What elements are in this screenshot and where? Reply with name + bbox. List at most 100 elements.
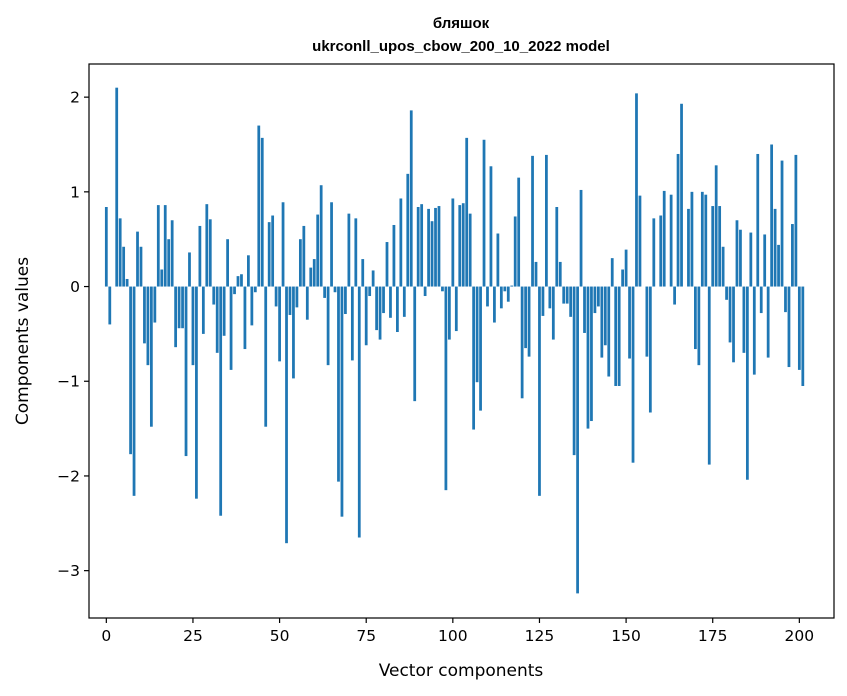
bar-81 bbox=[385, 242, 389, 287]
bar-193 bbox=[773, 208, 777, 287]
bar-161 bbox=[662, 190, 666, 287]
bar-192 bbox=[770, 144, 774, 287]
y-tick-label-4: 1 bbox=[70, 183, 80, 201]
bar-108 bbox=[479, 286, 482, 411]
bar-84 bbox=[396, 286, 399, 333]
bar-121 bbox=[524, 286, 527, 349]
bar-73 bbox=[357, 286, 361, 538]
x-tick-label-5: 125 bbox=[525, 627, 555, 645]
bar-47 bbox=[267, 222, 271, 287]
bar-194 bbox=[777, 244, 780, 287]
bar-190 bbox=[763, 234, 767, 287]
bar-28 bbox=[201, 286, 205, 334]
bar-76 bbox=[368, 286, 372, 297]
bar-20 bbox=[174, 286, 178, 348]
bar-69 bbox=[344, 286, 347, 315]
bar-136 bbox=[576, 286, 579, 594]
bar-168 bbox=[687, 208, 690, 287]
bar-134 bbox=[569, 286, 573, 317]
bar-122 bbox=[527, 286, 531, 357]
bar-18 bbox=[167, 239, 171, 287]
bar-186 bbox=[749, 232, 753, 287]
bar-169 bbox=[690, 191, 694, 287]
bar-83 bbox=[392, 224, 396, 287]
bar-30 bbox=[208, 219, 212, 287]
x-axis-ticks: 0 25 50 75 100 125 150 175 200 bbox=[101, 618, 814, 645]
bar-52 bbox=[285, 286, 288, 544]
bar-62 bbox=[319, 185, 323, 287]
bar-117 bbox=[510, 285, 514, 287]
bar-200 bbox=[797, 286, 801, 370]
bar-72 bbox=[354, 218, 358, 287]
bar-3 bbox=[115, 87, 119, 287]
bar-152 bbox=[631, 286, 635, 463]
bar-104 bbox=[465, 137, 469, 287]
bar-44 bbox=[257, 125, 261, 287]
bar-175 bbox=[711, 206, 715, 287]
bars-group bbox=[104, 87, 805, 594]
bar-127 bbox=[545, 154, 548, 287]
y-tick-label-5: 2 bbox=[70, 89, 80, 107]
bar-145 bbox=[607, 286, 611, 377]
bar-116 bbox=[506, 286, 510, 302]
bar-133 bbox=[565, 286, 569, 304]
bar-46 bbox=[264, 286, 268, 427]
bar-135 bbox=[572, 286, 576, 456]
bar-67 bbox=[337, 286, 340, 482]
bar-198 bbox=[791, 224, 794, 287]
x-tick-label-3: 75 bbox=[356, 627, 376, 645]
bar-132 bbox=[562, 286, 566, 304]
bar-179 bbox=[725, 286, 728, 300]
bar-189 bbox=[759, 286, 763, 314]
bar-17 bbox=[163, 205, 167, 287]
bar-45 bbox=[260, 137, 264, 287]
bar-57 bbox=[302, 225, 306, 287]
x-tick-label-6: 150 bbox=[611, 627, 641, 645]
bar-153 bbox=[635, 93, 638, 287]
bar-48 bbox=[271, 215, 275, 287]
bar-114 bbox=[499, 286, 503, 309]
bar-143 bbox=[600, 286, 604, 358]
bar-141 bbox=[593, 286, 597, 314]
bar-154 bbox=[638, 195, 642, 287]
bar-130 bbox=[555, 207, 559, 287]
y-tick-label-2: −1 bbox=[57, 373, 80, 391]
bar-78 bbox=[375, 286, 378, 331]
bar-16 bbox=[160, 269, 164, 287]
bar-68 bbox=[340, 286, 344, 517]
bar-11 bbox=[143, 286, 146, 344]
bar-197 bbox=[787, 286, 791, 368]
bar-170 bbox=[694, 286, 697, 350]
bar-100 bbox=[451, 198, 455, 287]
bar-156 bbox=[645, 286, 649, 357]
bar-91 bbox=[420, 204, 424, 287]
bar-151 bbox=[628, 286, 631, 359]
bar-89 bbox=[413, 286, 417, 402]
bar-112 bbox=[493, 286, 496, 323]
bar-201 bbox=[801, 286, 805, 386]
bar-63 bbox=[323, 286, 327, 298]
bar-163 bbox=[669, 194, 673, 287]
bar-115 bbox=[503, 286, 507, 292]
bar-160 bbox=[659, 215, 663, 287]
bar-60 bbox=[312, 259, 316, 287]
x-tick-label-4: 100 bbox=[438, 627, 468, 645]
bar-166 bbox=[680, 103, 683, 287]
bar-64 bbox=[326, 286, 330, 366]
y-tick-label-3: 0 bbox=[70, 278, 80, 296]
bar-176 bbox=[714, 165, 718, 287]
bar-88 bbox=[409, 110, 413, 287]
bar-80 bbox=[382, 286, 385, 314]
bar-146 bbox=[610, 258, 614, 287]
bar-128 bbox=[548, 286, 552, 309]
bar-105 bbox=[468, 213, 472, 287]
bar-172 bbox=[700, 191, 704, 287]
x-tick-label-1: 25 bbox=[183, 627, 203, 645]
bar-120 bbox=[520, 286, 524, 399]
bar-101 bbox=[454, 286, 458, 332]
bar-195 bbox=[780, 160, 784, 287]
bar-49 bbox=[274, 286, 278, 307]
bar-26 bbox=[195, 286, 198, 499]
bar-37 bbox=[233, 286, 236, 295]
